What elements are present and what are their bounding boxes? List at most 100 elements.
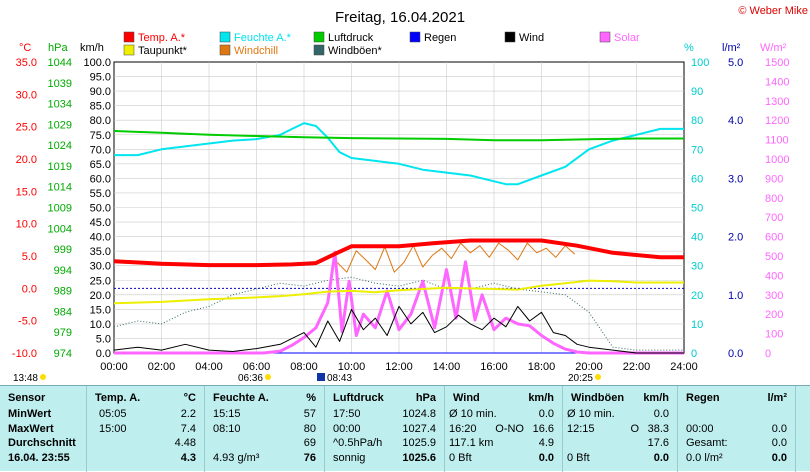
tick-label-hpa: 1024 [48, 140, 72, 152]
series-line-taupunkt [113, 279, 684, 305]
series-line-solar [114, 250, 684, 355]
legend: Temp. A.* Feuchte A.* Luftdruck Regen Wind So… [123, 31, 640, 57]
sunrise-time: 06:36 [238, 373, 263, 384]
tick-label-x: 18:00 [528, 361, 556, 373]
tick-label-solar: 1500 [765, 57, 789, 69]
tick-label-x: 16:00 [480, 361, 508, 373]
table-row: 0 Bft 0.0 [563, 451, 677, 466]
tick-label-hpa: 1009 [48, 203, 72, 215]
table-column-press: Luftdruck hPa 17:50 1024.8 00:00 1027.4 ^0.5hP… [325, 386, 445, 472]
tick-label-humidity: 90 [691, 86, 703, 98]
unit-hum: % [684, 42, 694, 54]
cell-value: 17.6 [647, 437, 669, 449]
tick-label-temp: 25.0 [16, 122, 37, 134]
tick-label-temp: -5.0 [18, 316, 37, 328]
table-column-temp: Temp. A. °C 05:05 2.2 15:00 7.4 4.48 4.3 [87, 386, 205, 472]
tick-label-kmh: 70.0 [90, 144, 111, 156]
table-row: Durchschnitt [0, 436, 86, 451]
tick-label-x: 08:00 [290, 361, 318, 373]
cell-label: ^0.5hPa/h [333, 437, 383, 449]
tick-label-x: 12:00 [385, 361, 413, 373]
tick-label-kmh: 5.0 [96, 333, 111, 345]
table-column-wind: Wind km/h Ø 10 min. 0.0 16:20 O-NO 16.6 117.1 k… [445, 386, 563, 472]
tick-label-solar: 900 [765, 173, 783, 185]
tick-label-solar: 100 [765, 329, 783, 341]
cell-value: 4.9 [538, 437, 554, 449]
tick-label-x: 14:00 [433, 361, 461, 373]
cell-value: 4.48 [174, 437, 196, 449]
tick-label-kmh: 10.0 [90, 319, 111, 331]
tick-label-kmh: 90.0 [90, 86, 111, 98]
tick-label-humidity: 60 [691, 173, 703, 185]
table-row: MinWert [0, 407, 86, 422]
tick-label-solar: 1300 [765, 96, 789, 108]
legend-label: Luftdruck [328, 32, 374, 44]
cell-label: Ø 10 min. [449, 408, 497, 420]
legend-label: Feuchte A.* [234, 32, 292, 44]
table-row: 15:00 7.4 [87, 422, 204, 437]
tick-label-hpa: 1014 [48, 182, 72, 194]
column-unit: km/h [528, 392, 554, 404]
tick-label-humidity: 70 [691, 144, 703, 156]
series-line-wind [113, 305, 684, 354]
legend-label: Temp. A.* [138, 32, 186, 44]
tick-label-temp: 20.0 [16, 154, 37, 166]
tick-label-solar: 1200 [765, 115, 789, 127]
sun-moon-markers: 13:48 06:36 20:25 08:43 [13, 373, 601, 384]
column-unit: l/m² [767, 392, 787, 404]
tick-label-kmh: 65.0 [90, 159, 111, 171]
column-header: Luftdruck [333, 392, 384, 404]
legend-item: Temp. A.* [123, 31, 186, 44]
legend-item: Windchill [219, 44, 278, 57]
tick-label-solar: 0 [765, 348, 771, 360]
tick-label-kmh: 20.0 [90, 290, 111, 302]
row-label: 16.04. 23:55 [8, 451, 70, 464]
cell-value: 0.0 [653, 408, 669, 420]
table-row: 00:00 0.0 [678, 422, 795, 437]
tick-label-solar: 1100 [765, 135, 789, 147]
tick-label-hpa: 989 [54, 286, 72, 298]
tick-label-solar: 400 [765, 270, 783, 282]
legend-label: Wind [519, 32, 544, 44]
cell-value: 0.0 [771, 451, 787, 464]
tick-label-kmh: 35.0 [90, 246, 111, 258]
legend-swatch [123, 44, 135, 56]
series-line-feuchte-a [114, 122, 684, 186]
table-row: 16:20 O-NO 16.6 [445, 422, 562, 437]
row-label: MinWert [8, 408, 52, 420]
unit-rain: l/m² [722, 42, 741, 54]
legend-label: Regen [424, 32, 456, 44]
cell-value: 0.0 [653, 451, 669, 464]
cell-value: 38.3 [647, 422, 669, 435]
unit-temp: °C [19, 42, 31, 54]
tick-label-temp: 10.0 [16, 219, 37, 231]
unit-hpa: hPa [48, 42, 68, 54]
series-line-windchill [336, 242, 576, 273]
column-unit: km/h [643, 392, 669, 404]
table-column-hum: Feuchte A.% 15:15 57 08:10 80 69 4.93 g/m³ 76 [205, 386, 325, 472]
legend-item: Feuchte A.* [219, 31, 292, 44]
tick-label-hpa: 1044 [48, 57, 72, 69]
tick-label-hpa: 1039 [48, 78, 72, 90]
tick-label-hpa: 974 [54, 348, 72, 360]
table-row: sonnig 1025.6 [325, 451, 444, 466]
legend-swatch [504, 31, 516, 43]
table-column-gust: Windböen km/h Ø 10 min. 0.0 12:15 O 38.3 17.6 0 … [563, 386, 678, 472]
tick-label-hpa: 984 [54, 306, 72, 318]
cell-value: 1027.4 [402, 422, 436, 435]
series-line-luftdruck [113, 130, 684, 142]
tick-label-humidity: 10 [691, 319, 703, 331]
tick-label-kmh: 85.0 [90, 101, 111, 113]
table-row: MaxWert [0, 422, 86, 437]
cell-label: Ø 10 min. [567, 408, 615, 420]
tick-label-rain: 3.0 [728, 173, 743, 185]
note-icon [317, 373, 325, 381]
tick-label-hpa: 999 [54, 244, 72, 256]
cell-value: 16.6 [532, 422, 554, 435]
table-row: 05:05 2.2 [87, 407, 204, 422]
cell-label: 17:50 [333, 408, 361, 420]
axis-units: °C hPa km/h % l/m² W/m² [19, 42, 787, 54]
column-unit: °C [183, 392, 196, 404]
tick-label-hpa: 979 [54, 327, 72, 339]
tick-label-temp: 0.0 [22, 283, 37, 295]
